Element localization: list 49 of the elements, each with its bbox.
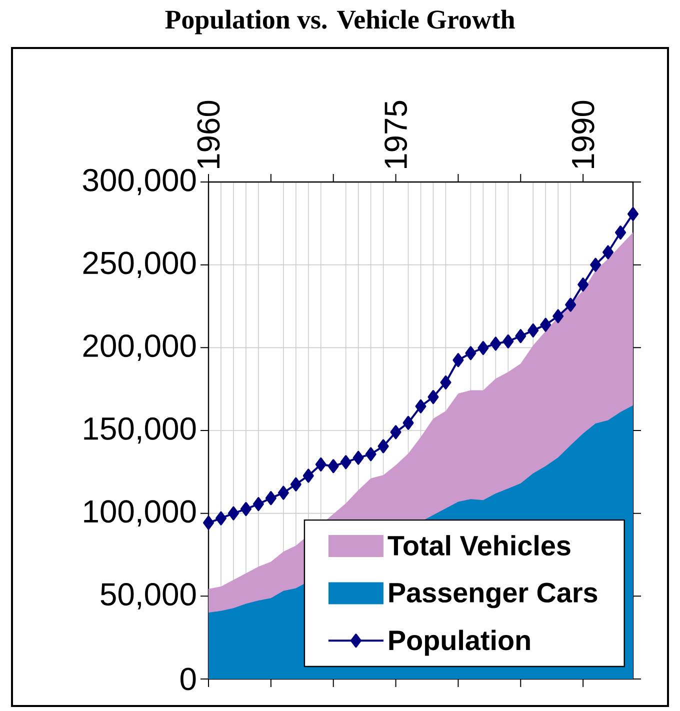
point <box>328 459 339 474</box>
point <box>440 375 452 390</box>
y-tick-label: 50,000 <box>100 583 196 610</box>
legend-label: Population <box>389 630 530 656</box>
point <box>278 486 289 500</box>
point <box>340 455 352 470</box>
point <box>515 329 526 344</box>
y-tick-label: 200,000 <box>83 334 196 361</box>
chart-title: Population vs. Vehicle Growth <box>165 10 515 34</box>
point <box>252 497 264 512</box>
point <box>240 502 252 516</box>
point <box>215 511 226 526</box>
point <box>203 516 214 530</box>
point <box>290 477 302 492</box>
y-tick-label: 0 <box>180 668 196 690</box>
point <box>628 206 639 221</box>
x-tick-label: 1960 <box>197 100 220 168</box>
point <box>378 439 389 454</box>
point <box>402 416 414 430</box>
point <box>302 468 314 483</box>
point <box>265 491 276 506</box>
y-tick-label: 150,000 <box>84 417 196 444</box>
point <box>602 245 614 260</box>
point <box>615 226 626 240</box>
point <box>478 340 489 355</box>
y-tick-label: 100,000 <box>84 500 196 526</box>
point <box>465 346 476 360</box>
point <box>428 390 439 404</box>
legend-label: Total Vehicles <box>388 535 570 556</box>
point <box>565 298 576 312</box>
point <box>228 506 239 520</box>
point <box>528 323 539 338</box>
point <box>578 278 589 292</box>
point <box>390 425 402 440</box>
point <box>415 399 426 414</box>
y-tick-label: 300,000 <box>82 168 196 196</box>
point <box>502 334 514 348</box>
point <box>352 450 364 465</box>
x-tick-label: 1990 <box>572 100 594 168</box>
legend-label: Passenger Cars <box>389 582 598 608</box>
point <box>552 309 564 324</box>
y-tick-label: 250,000 <box>83 252 196 278</box>
x-tick-label: 1975 <box>384 100 408 168</box>
point <box>590 258 602 272</box>
point <box>452 353 464 368</box>
point <box>490 336 502 351</box>
point <box>365 447 376 462</box>
point <box>315 457 326 472</box>
point <box>540 318 552 332</box>
